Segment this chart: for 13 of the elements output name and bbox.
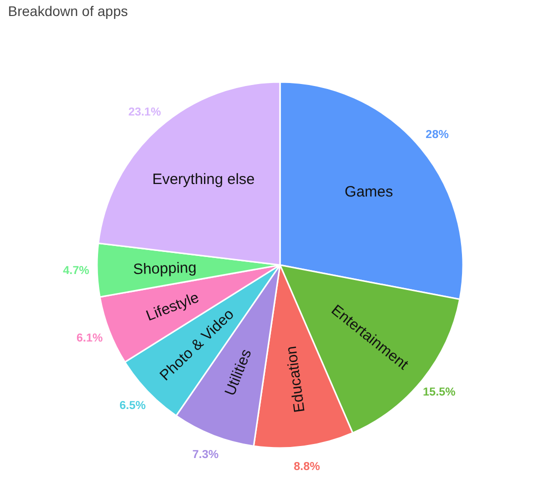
chart-title: Breakdown of apps — [8, 3, 128, 19]
data-label: 4.7% — [62, 264, 90, 277]
slice-label: Games — [344, 184, 394, 201]
data-label: 8.8% — [294, 461, 320, 474]
data-label: 7.3% — [192, 448, 219, 461]
data-label: 28% — [426, 128, 449, 141]
slice-label: Shopping — [132, 259, 197, 278]
data-label: 23.1% — [128, 106, 161, 118]
data-label: 6.5% — [120, 400, 146, 412]
slice-label: Education — [282, 345, 308, 414]
data-label: 6.1% — [76, 332, 103, 344]
data-label: 15.5% — [422, 386, 456, 399]
slice-label: Everything else — [152, 170, 255, 188]
